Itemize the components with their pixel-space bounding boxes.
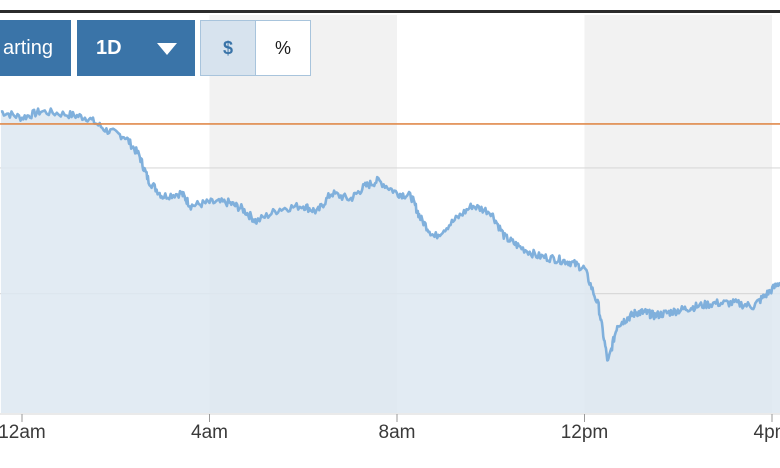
toggle-percent-label: % [274, 37, 291, 58]
x-tick-label: 12am [0, 422, 46, 443]
value-mode-toggle: $ % [200, 20, 311, 76]
x-tick-label: 12pm [561, 422, 609, 443]
price-area [0, 108, 780, 413]
x-axis-ticks: 12am 4am 8am 12pm 4pm [0, 414, 780, 443]
starting-button-label: arting [2, 36, 53, 59]
starting-button[interactable]: arting [0, 20, 71, 76]
chevron-down-icon [157, 43, 177, 55]
range-dropdown[interactable]: 1D [77, 20, 195, 76]
toggle-dollar-option[interactable]: $ [201, 21, 256, 75]
range-dropdown-label: 1D [96, 36, 122, 59]
x-tick-label: 8am [379, 422, 416, 443]
x-tick-label: 4am [191, 422, 228, 443]
top-border-line [0, 10, 780, 13]
toggle-percent-option[interactable]: % [256, 21, 310, 75]
x-tick-label: 4pm [754, 422, 780, 443]
price-line [0, 107, 780, 362]
toggle-dollar-label: $ [222, 37, 233, 58]
